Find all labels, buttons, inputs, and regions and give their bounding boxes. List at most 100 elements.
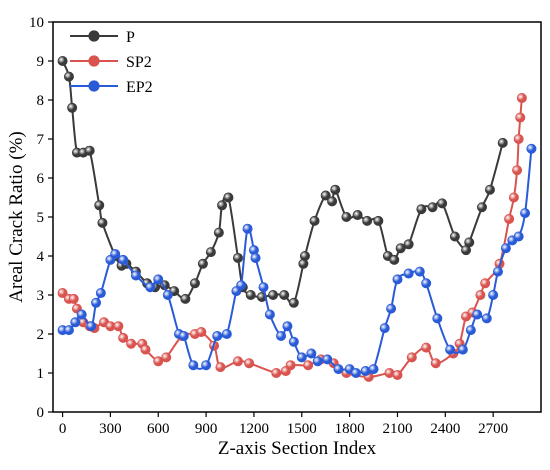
data-point-ep2	[162, 289, 173, 300]
legend-item-sp2: SP2	[70, 54, 152, 71]
data-point-ep2	[520, 208, 531, 219]
data-point-sp2	[504, 213, 515, 224]
data-point-p	[416, 204, 427, 215]
data-point-p	[94, 200, 105, 211]
data-point-p	[63, 71, 74, 82]
data-point-sp2	[118, 332, 129, 343]
y-tick-label: 5	[37, 210, 45, 226]
data-point-p	[205, 247, 216, 258]
data-point-ep2	[445, 344, 456, 355]
data-point-sp2	[196, 327, 207, 338]
data-point-p	[279, 289, 290, 300]
data-point-p	[437, 198, 448, 209]
data-point-ep2	[178, 330, 189, 341]
data-point-ep2	[201, 360, 212, 371]
data-point-sp2	[140, 344, 151, 355]
data-point-ep2	[110, 249, 121, 260]
data-point-p	[197, 258, 208, 269]
data-point-sp2	[161, 352, 172, 363]
data-point-ep2	[457, 344, 468, 355]
legend-label: P	[126, 29, 135, 46]
data-point-p	[213, 227, 224, 238]
y-tick-label: 8	[37, 93, 45, 109]
data-point-sp2	[513, 133, 524, 144]
data-point-p	[245, 289, 256, 300]
data-point-ep2	[212, 330, 223, 341]
data-point-ep2	[296, 352, 307, 363]
y-tick-label: 6	[37, 171, 45, 187]
data-point-p	[476, 202, 487, 213]
data-point-ep2	[379, 323, 390, 334]
data-point-p	[464, 237, 475, 248]
data-point-ep2	[153, 274, 164, 285]
data-point-ep2	[221, 328, 232, 339]
data-point-ep2	[492, 266, 503, 277]
data-point-p	[497, 137, 508, 148]
series-ep2	[57, 143, 537, 378]
x-tick-label: 1500	[287, 421, 317, 437]
data-point-ep2	[145, 282, 156, 293]
data-point-p	[484, 184, 495, 195]
data-point-ep2	[465, 325, 476, 336]
data-point-p	[352, 210, 363, 221]
y-tick-label: 10	[29, 15, 44, 31]
data-point-p	[395, 243, 406, 254]
data-point-sp2	[215, 362, 226, 373]
data-point-ep2	[306, 348, 317, 359]
data-point-ep2	[236, 280, 247, 291]
x-tick-label: 1800	[335, 421, 365, 437]
data-point-p	[97, 217, 108, 228]
data-point-p	[299, 250, 310, 261]
data-point-ep2	[414, 266, 425, 277]
data-point-ep2	[86, 321, 97, 332]
x-tick-label: 600	[147, 421, 170, 437]
data-point-ep2	[481, 313, 492, 324]
data-point-p	[362, 215, 373, 226]
data-point-p	[232, 252, 243, 263]
x-axis-title: Z-axis Section Index	[218, 438, 377, 459]
data-point-sp2	[113, 321, 124, 332]
data-point-p	[341, 211, 352, 222]
data-point-ep2	[63, 325, 74, 336]
data-point-ep2	[242, 223, 253, 234]
data-point-ep2	[70, 317, 81, 328]
data-point-sp2	[515, 112, 526, 123]
data-point-ep2	[526, 143, 537, 154]
axes-layer: 0 300 600 900 1200 1500 1800 2100 2400 2700 0 1 2 3 4 5…	[29, 15, 508, 437]
data-point-ep2	[351, 367, 362, 378]
data-point-p	[57, 56, 68, 67]
y-tick-label: 4	[37, 249, 45, 265]
data-point-sp2	[57, 288, 68, 299]
data-point-ep2	[392, 274, 403, 285]
data-point-ep2	[288, 336, 299, 347]
data-point-sp2	[430, 358, 441, 369]
plot-layer	[57, 56, 537, 382]
data-point-ep2	[258, 282, 269, 293]
data-point-sp2	[271, 367, 282, 378]
data-point-sp2	[153, 356, 164, 367]
data-point-sp2	[68, 293, 79, 304]
legend-item-p: P	[70, 29, 135, 46]
data-point-ep2	[513, 231, 524, 242]
data-point-ep2	[276, 330, 287, 341]
legend-label: EP2	[126, 79, 153, 96]
data-point-p	[180, 293, 191, 304]
y-tick-label: 7	[37, 132, 45, 148]
data-point-p	[84, 145, 95, 156]
data-point-sp2	[232, 356, 243, 367]
data-point-p	[67, 102, 78, 113]
data-point-p	[427, 202, 438, 213]
y-tick-label: 1	[37, 366, 45, 382]
y-tick-label: 0	[37, 405, 45, 421]
y-tick-label: 2	[37, 327, 45, 343]
data-point-ep2	[333, 364, 344, 375]
data-point-ep2	[368, 364, 379, 375]
data-point-sp2	[392, 369, 403, 380]
data-point-ep2	[250, 252, 261, 263]
data-point-ep2	[432, 313, 443, 324]
data-point-p	[373, 215, 384, 226]
x-tick-label: 2700	[478, 421, 508, 437]
x-tick-label: 2400	[430, 421, 460, 437]
